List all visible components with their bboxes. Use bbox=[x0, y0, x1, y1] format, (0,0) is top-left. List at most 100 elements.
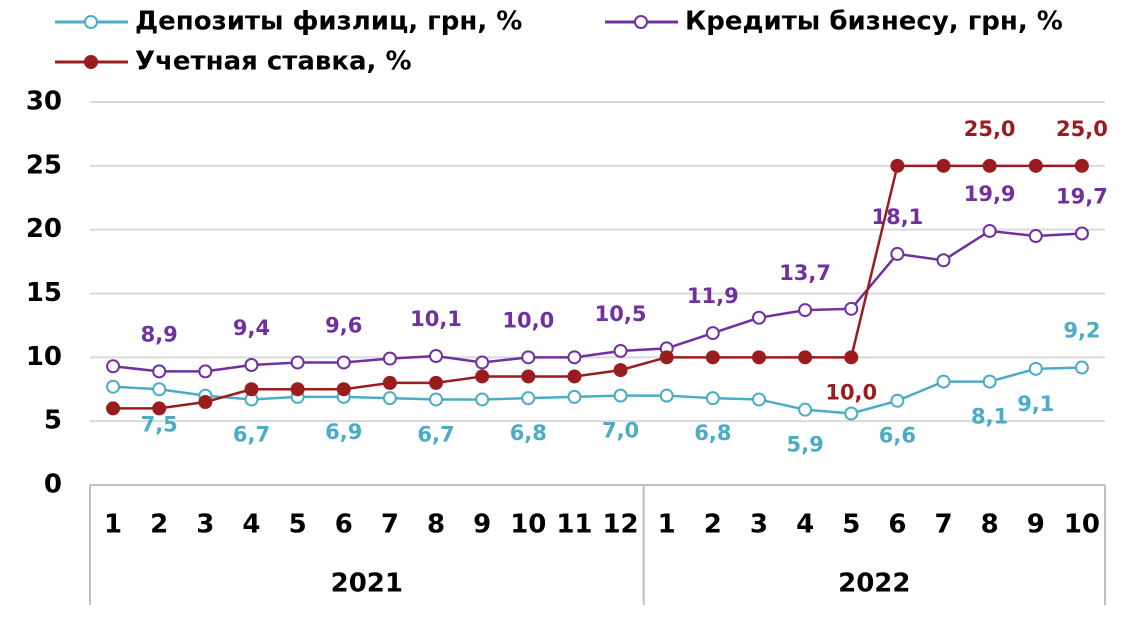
data-point bbox=[890, 158, 905, 173]
data-point bbox=[290, 355, 305, 370]
data-point bbox=[705, 350, 720, 365]
x-tick-label: 8 bbox=[427, 510, 445, 540]
data-point bbox=[475, 369, 490, 384]
x-tick-label: 7 bbox=[934, 510, 952, 540]
data-point bbox=[613, 343, 628, 358]
x-tick-label: 2 bbox=[704, 510, 722, 540]
data-label: 6,7 bbox=[233, 422, 270, 446]
data-point bbox=[936, 158, 951, 173]
data-point bbox=[751, 350, 766, 365]
series-line bbox=[112, 366, 1082, 415]
y-tick-label: 0 bbox=[44, 470, 62, 500]
legend-marker bbox=[634, 15, 648, 29]
x-tick-label: 8 bbox=[981, 510, 999, 540]
data-label: 25,0 bbox=[964, 117, 1016, 141]
y-tick-label: 5 bbox=[44, 406, 62, 436]
data-point bbox=[890, 246, 905, 261]
legend-marker bbox=[84, 15, 98, 29]
x-tick-label: 10 bbox=[1064, 510, 1100, 540]
group-label: 2022 bbox=[838, 569, 910, 599]
data-label: 9,6 bbox=[325, 313, 362, 337]
data-point bbox=[844, 350, 859, 365]
data-point bbox=[475, 392, 490, 407]
data-label: 8,9 bbox=[141, 322, 178, 346]
data-point bbox=[798, 303, 813, 318]
data-point bbox=[1028, 229, 1043, 244]
data-point bbox=[705, 391, 720, 406]
data-label: 7,5 bbox=[141, 412, 178, 436]
data-point bbox=[429, 349, 444, 364]
data-point bbox=[659, 350, 674, 365]
data-point bbox=[429, 375, 444, 390]
data-point bbox=[613, 363, 628, 378]
data-point bbox=[936, 253, 951, 268]
data-label: 10,5 bbox=[595, 302, 647, 326]
data-label: 5,9 bbox=[787, 433, 824, 457]
data-point bbox=[106, 359, 121, 374]
data-point bbox=[152, 382, 167, 397]
y-tick-label: 25 bbox=[26, 150, 62, 180]
data-label: 6,7 bbox=[417, 422, 454, 446]
data-point bbox=[890, 393, 905, 408]
data-point bbox=[475, 355, 490, 370]
data-label: 8,1 bbox=[971, 405, 1008, 429]
data-point bbox=[152, 364, 167, 379]
data-point bbox=[567, 350, 582, 365]
data-point bbox=[106, 401, 121, 416]
y-tick-label: 15 bbox=[26, 278, 62, 308]
x-tick-label: 6 bbox=[335, 510, 353, 540]
data-point bbox=[290, 382, 305, 397]
data-point bbox=[751, 310, 766, 325]
x-tick-label: 12 bbox=[602, 510, 638, 540]
group-label: 2021 bbox=[331, 569, 403, 599]
y-tick-label: 20 bbox=[26, 214, 62, 244]
x-tick-label: 1 bbox=[104, 510, 122, 540]
data-point bbox=[336, 382, 351, 397]
x-tick-label: 4 bbox=[242, 510, 260, 540]
series-line bbox=[113, 164, 1082, 410]
data-label: 18,1 bbox=[871, 205, 923, 229]
data-point bbox=[1074, 226, 1089, 241]
data-label: 9,1 bbox=[1017, 392, 1054, 416]
y-tick-label: 10 bbox=[26, 342, 62, 372]
data-label: 10,0 bbox=[825, 380, 877, 404]
data-label: 19,9 bbox=[964, 182, 1016, 206]
x-tick-label: 1 bbox=[658, 510, 676, 540]
data-point bbox=[521, 391, 536, 406]
data-point bbox=[798, 350, 813, 365]
data-label: 25,0 bbox=[1056, 117, 1108, 141]
data-point bbox=[567, 369, 582, 384]
x-tick-label: 5 bbox=[842, 510, 860, 540]
data-label: 6,6 bbox=[879, 424, 916, 448]
x-tick-label: 2 bbox=[150, 510, 168, 540]
data-point bbox=[982, 374, 997, 389]
x-tick-label: 11 bbox=[556, 510, 592, 540]
data-point bbox=[1028, 158, 1043, 173]
data-point bbox=[1028, 361, 1043, 376]
data-point bbox=[198, 364, 213, 379]
x-tick-label: 9 bbox=[1027, 510, 1045, 540]
series-line bbox=[112, 229, 1083, 373]
x-tick-label: 7 bbox=[381, 510, 399, 540]
data-point bbox=[336, 355, 351, 370]
data-label: 10,0 bbox=[502, 308, 554, 332]
data-label: 11,9 bbox=[687, 284, 739, 308]
data-label: 10,1 bbox=[410, 307, 462, 331]
x-tick-label: 5 bbox=[289, 510, 307, 540]
legend-marker bbox=[84, 55, 98, 69]
x-tick-label: 3 bbox=[196, 510, 214, 540]
data-point bbox=[982, 158, 997, 173]
data-label: 6,8 bbox=[694, 421, 731, 445]
data-label: 13,7 bbox=[779, 261, 831, 285]
data-point bbox=[521, 369, 536, 384]
data-point bbox=[382, 351, 397, 366]
data-label: 9,2 bbox=[1063, 319, 1100, 343]
data-point bbox=[844, 301, 859, 316]
legend-label: Депозиты физлиц, грн, % bbox=[135, 7, 522, 37]
data-point bbox=[982, 223, 997, 238]
data-point bbox=[1074, 360, 1089, 375]
data-point bbox=[521, 350, 536, 365]
x-tick-label: 9 bbox=[473, 510, 491, 540]
data-label: 6,9 bbox=[325, 420, 362, 444]
